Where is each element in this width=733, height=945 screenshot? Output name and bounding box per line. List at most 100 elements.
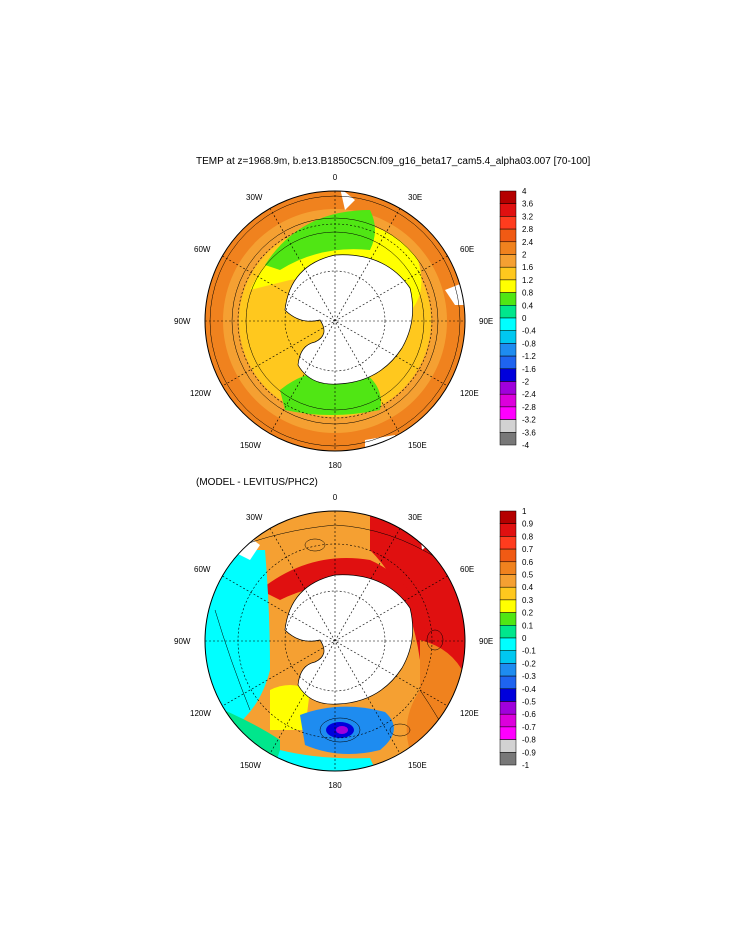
bottom-colorbar-label: 0.6: [522, 558, 534, 567]
top-colorbar-label: 0.4: [522, 301, 534, 310]
bottom-colorbar-label: 1: [522, 507, 527, 516]
bottom-colorbar-swatch: [499, 586, 517, 601]
top-colorbar-label: -0.8: [522, 339, 536, 348]
bottom-colorbar-swatch: [499, 536, 517, 550]
bottom-colorbar-label: 0.9: [522, 520, 534, 529]
svg-text:30E: 30E: [408, 513, 422, 522]
top-colorbar-swatch: [499, 419, 517, 433]
bottom-colorbar-label: 0: [522, 634, 527, 643]
svg-text:120W: 120W: [190, 389, 211, 398]
bottom-colorbar-label: -0.6: [522, 710, 536, 719]
svg-text:90E: 90E: [479, 317, 493, 326]
bottom-colorbar-swatch: [499, 548, 517, 563]
bottom-colorbar-swatch: [499, 625, 517, 639]
bottom-colorbar-swatch: [499, 675, 517, 690]
top-colorbar-swatch: [499, 254, 517, 268]
top-colorbar-label: 3.6: [522, 200, 534, 209]
bottom-colorbar-label: -0.3: [522, 672, 536, 681]
top-colorbar-label: -2: [522, 378, 530, 387]
bottom-colorbar-label: -0.2: [522, 659, 536, 668]
bottom-colorbar-label: -0.5: [522, 698, 536, 707]
top-colorbar-swatch: [499, 266, 517, 281]
top-colorbar-label: -4: [522, 441, 530, 450]
svg-text:0: 0: [333, 173, 338, 182]
bottom-colorbar-swatch: [499, 701, 517, 715]
top-colorbar-swatch: [499, 406, 517, 420]
bottom-panel-title: (MODEL - LEVITUS/PHC2): [196, 477, 318, 488]
top-colorbar-label: -2.8: [522, 403, 536, 412]
bottom-colorbar-label: -0.4: [522, 685, 536, 694]
svg-text:30W: 30W: [246, 193, 263, 202]
bottom-polar-map: 0 30E 60E 90E 120E 150E 180 150W 120W 90…: [174, 493, 493, 790]
top-polar-map: 0 30E 60E 90E 120E 150E 180 150W 120W 90…: [174, 173, 493, 470]
top-colorbar-swatch: [499, 355, 517, 370]
top-colorbar-swatch: [499, 216, 517, 230]
svg-text:120E: 120E: [460, 709, 479, 718]
top-colorbar-swatch: [499, 228, 517, 243]
top-colorbar-swatch: [499, 330, 517, 344]
bottom-longitude-labels: 0 30E 60E 90E 120E 150E 180 150W 120W 90…: [174, 493, 493, 790]
bottom-colorbar-label: 0.3: [522, 596, 534, 605]
top-colorbar-swatch: [499, 393, 517, 408]
top-colorbar-swatch: [499, 368, 517, 382]
svg-text:150E: 150E: [408, 761, 427, 770]
top-colorbar: 4 3.6 3.2 2.8 2.4 2 1.6 1.2 0.8 0.4 0 -0.4 -0.8 -1.2 -…: [499, 187, 536, 450]
top-colorbar-label: -1.6: [522, 365, 536, 374]
top-colorbar-label: -2.4: [522, 390, 536, 399]
top-colorbar-label: 0: [522, 314, 527, 323]
svg-text:120E: 120E: [460, 389, 479, 398]
bottom-colorbar-swatch: [499, 510, 517, 524]
svg-text:90W: 90W: [174, 317, 191, 326]
bottom-colorbar-label: -1: [522, 761, 530, 770]
top-colorbar-swatch: [499, 241, 517, 255]
svg-text:120W: 120W: [190, 709, 211, 718]
top-colorbar-swatch: [499, 381, 517, 395]
top-colorbar-label: 1.2: [522, 276, 534, 285]
bottom-colorbar-swatch: [499, 574, 517, 588]
bottom-colorbar-label: 0.5: [522, 571, 534, 580]
top-colorbar-label: 4: [522, 187, 527, 196]
bottom-colorbar-swatch: [499, 726, 517, 740]
svg-text:60W: 60W: [194, 245, 211, 254]
svg-text:60E: 60E: [460, 245, 474, 254]
top-colorbar-label: -1.2: [522, 352, 536, 361]
bottom-colorbar-label: -0.7: [522, 723, 536, 732]
bottom-colorbar-swatch: [499, 612, 517, 626]
bottom-colorbar-label: -0.8: [522, 736, 536, 745]
top-panel-title: TEMP at z=1968.9m, b.e13.B1850C5CN.f09_g…: [196, 156, 591, 167]
bottom-graticule: [205, 511, 465, 771]
bottom-colorbar-swatch: [499, 561, 517, 575]
bottom-colorbar-label: 0.4: [522, 583, 534, 592]
bottom-colorbar: 1 0.9 0.8 0.7 0.6 0.5 0.4 0.3 0.2 0.1 0 -0.1 -0.2 -0.…: [499, 507, 536, 770]
bottom-colorbar-label: 0.7: [522, 545, 534, 554]
top-colorbar-swatch: [499, 292, 517, 306]
svg-text:60E: 60E: [460, 565, 474, 574]
bottom-colorbar-label: -0.9: [522, 748, 536, 757]
bottom-colorbar-swatch: [499, 752, 517, 766]
top-colorbar-swatch: [499, 190, 517, 204]
top-colorbar-label: 2: [522, 251, 527, 260]
top-colorbar-swatch: [499, 279, 517, 293]
top-colorbar-swatch: [499, 343, 517, 357]
svg-text:180: 180: [328, 461, 342, 470]
top-colorbar-label: 3.2: [522, 212, 534, 221]
top-graticule: [205, 191, 465, 451]
bottom-colorbar-swatch: [499, 739, 517, 753]
svg-text:30E: 30E: [408, 193, 422, 202]
bottom-colorbar-swatch: [499, 663, 517, 677]
bottom-colorbar-label: 0.8: [522, 532, 534, 541]
bottom-colorbar-swatch: [499, 599, 517, 613]
bottom-colorbar-label: 0.1: [522, 621, 534, 630]
top-colorbar-label: -3.6: [522, 428, 536, 437]
top-colorbar-swatch: [499, 203, 517, 217]
top-longitude-labels: 0 30E 60E 90E 120E 150E 180 150W 120W 90…: [174, 173, 493, 470]
svg-text:90W: 90W: [174, 637, 191, 646]
top-colorbar-label: -0.4: [522, 327, 536, 336]
svg-text:90E: 90E: [479, 637, 493, 646]
svg-text:180: 180: [328, 781, 342, 790]
svg-text:60W: 60W: [194, 565, 211, 574]
svg-text:0: 0: [333, 493, 338, 502]
bottom-colorbar-label: 0.2: [522, 609, 534, 618]
top-colorbar-label: 2.4: [522, 238, 534, 247]
bottom-colorbar-swatch: [499, 637, 517, 651]
